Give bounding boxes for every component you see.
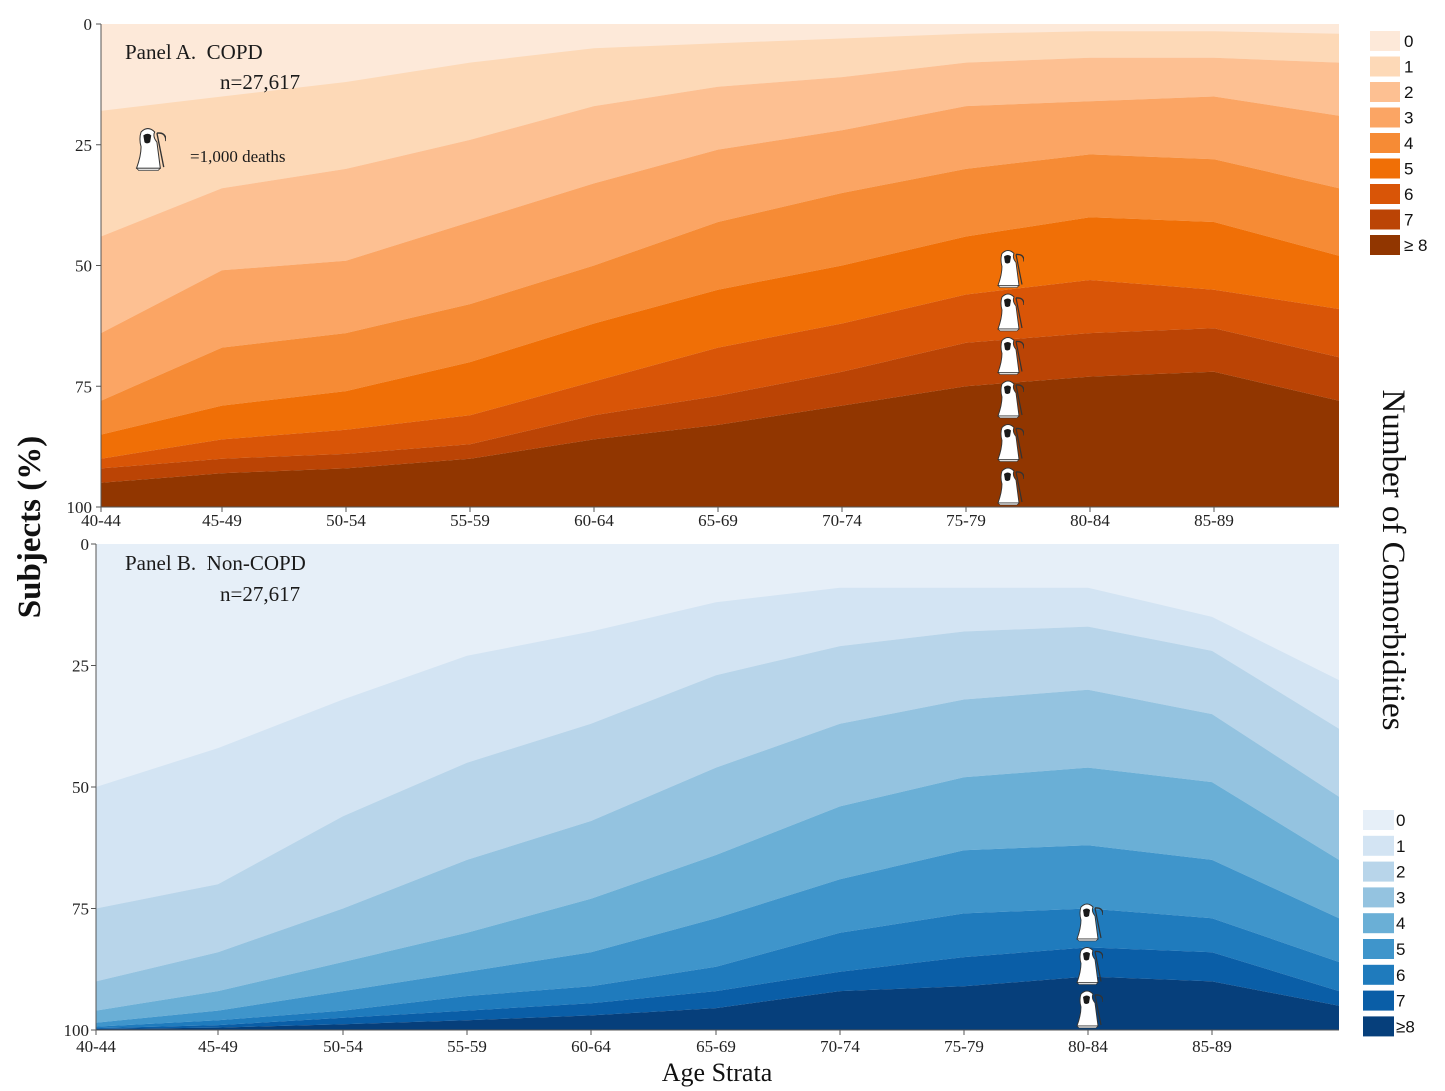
panel-a-legend-swatch [1370,158,1400,179]
panel-a-legend-swatch [1370,56,1400,77]
panel-b-legend-label: 3 [1396,888,1405,907]
panel-b-y-tick-label: 50 [72,778,89,797]
panel-a-x-tick-label: 60-64 [574,511,614,530]
panel-b-x-tick-label: 70-74 [820,1037,860,1056]
panel-b-area-comorbidities-5 [96,845,1339,1027]
panel-a-title: Panel A. COPD [125,40,263,64]
panel-b-area-comorbidities-6 [96,908,1339,1029]
panel-a-area-comorbidities-1 [101,31,1339,237]
panel-b-legend-swatch [1363,990,1394,1011]
panel-a-area-comorbidities-2 [101,57,1339,334]
panel-b-x-tick-label: 80-84 [1068,1037,1108,1056]
panel-a-x-tick-label: 45-49 [202,511,242,530]
panel-a-x-tick-label: 75-79 [946,511,986,530]
panel-b-area-comorbidities-8 [96,976,1339,1030]
panel-b-x-tick-label: 45-49 [198,1037,238,1056]
panel-b-legend-swatch [1363,887,1394,908]
panel-b-area-comorbidities-4 [96,767,1339,1023]
panel-a-legend-label: 3 [1404,109,1413,128]
panel-a-x-tick-label: 40-44 [81,511,121,530]
panel-a-x-tick-label: 50-54 [326,511,366,530]
panel-b-legend-swatch [1363,939,1394,959]
panel-b-x-tick-label: 85-89 [1192,1037,1232,1056]
panel-a-legend-label: 5 [1404,160,1413,179]
panel-a-sample-size: n=27,617 [220,70,300,94]
panel-b-legend-label: 6 [1396,966,1405,985]
panel-a-legend-label: 7 [1404,211,1413,230]
panel-a-legend-label: 0 [1404,32,1413,51]
panel-a-legend-swatch [1370,31,1400,51]
panel-b-x-tick-label: 50-54 [323,1037,363,1056]
panel-b-legend-label: 4 [1396,914,1405,933]
panel-a-y-tick-label: 75 [75,377,92,396]
panel-a-y-tick-label: 0 [84,15,93,34]
panel-b-legend-label: ≥8 [1396,1017,1415,1036]
panel-b-x-tick-label: 65-69 [696,1037,736,1056]
panel-a-area-comorbidities-3 [101,96,1339,401]
panel-a-area-comorbidities-7 [101,328,1339,483]
panel-b-area-comorbidities-7 [96,947,1339,1029]
panel-a-legend-label: 2 [1404,83,1413,102]
panel-a-legend-swatch [1370,184,1400,204]
panel-b-x-tick-label: 40-44 [76,1037,116,1056]
panel-a-area-comorbidities-6 [101,280,1339,469]
panel-a-y-tick-label: 100 [67,498,93,517]
panel-a-legend-label: ≥ 8 [1404,236,1428,255]
panel-a-legend-label: 6 [1404,185,1413,204]
panel-a-legend-label: 1 [1404,58,1413,77]
panel-a-area-comorbidities-8 [101,371,1339,507]
panel-b-y-tick-label: 75 [72,900,89,919]
panel-b-legend-label: 7 [1396,992,1405,1011]
panel-b-y-tick-label: 25 [72,657,89,676]
panel-a-x-tick-label: 55-59 [450,511,490,530]
panel-a-x-tick-label: 85-89 [1194,511,1234,530]
panel-b-legend-label: 1 [1396,837,1405,856]
panel-a-legend-swatch [1370,209,1400,230]
panel-b-area-comorbidities-2 [96,626,1339,982]
panel-b-area-comorbidities-3 [96,689,1339,1011]
panel-a-area-comorbidities-4 [101,154,1339,435]
panel-a-y-tick-label: 25 [75,136,92,155]
panel-b-x-tick-label: 60-64 [571,1037,611,1056]
panel-b-legend-swatch [1363,810,1394,830]
death-key-label: =1,000 deaths [190,147,286,166]
panel-b-legend-swatch [1363,964,1394,985]
panel-b-legend-label: 0 [1396,811,1405,830]
panel-b-legend-label: 5 [1396,940,1405,959]
panel-a-x-tick-label: 80-84 [1070,511,1110,530]
panel-b-legend-swatch [1363,861,1394,882]
panel-a-legend-swatch [1370,82,1400,102]
panel-b-y-tick-label: 0 [81,535,90,554]
panel-a-x-tick-label: 70-74 [822,511,862,530]
panel-a-legend-swatch [1370,107,1400,128]
panel-b-sample-size: n=27,617 [220,582,300,606]
panel-a-legend-label: 4 [1404,134,1413,153]
panel-a-legend-swatch [1370,133,1400,153]
panel-a-area-comorbidities-5 [101,217,1339,459]
x-axis-title: Age Strata [662,1058,773,1087]
panel-b-legend-label: 2 [1396,863,1405,882]
panel-b-x-tick-label: 75-79 [944,1037,984,1056]
panel-b-area-comorbidities-1 [96,587,1339,909]
panel-b-y-tick-label: 100 [64,1021,90,1040]
panel-a-x-tick-label: 65-69 [698,511,738,530]
panel-b-legend-swatch [1363,1016,1394,1037]
legend-title: Number of Comorbidities [1375,390,1411,731]
panel-a-legend-swatch [1370,235,1400,255]
panel-b-x-tick-label: 55-59 [447,1037,487,1056]
panel-b-legend-swatch [1363,835,1394,856]
y-axis-title: Subjects (%) [12,436,48,618]
panel-a-y-tick-label: 50 [75,257,92,276]
panel-b-legend-swatch [1363,913,1394,934]
panel-b-title: Panel B. Non-COPD [125,551,306,575]
